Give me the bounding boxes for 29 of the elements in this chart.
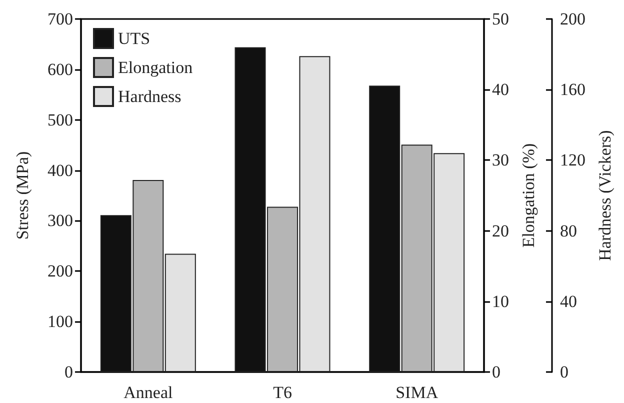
y2-tick-label: 50 xyxy=(492,10,509,28)
y2-tick-label: 40 xyxy=(492,80,509,100)
y3-tick-label: 200 xyxy=(560,10,586,28)
y3-tick-label: 80 xyxy=(560,221,577,240)
y2-tick-label: 30 xyxy=(492,150,509,170)
y3-tick-label: 120 xyxy=(560,150,586,170)
y2-tick-label: 0 xyxy=(492,362,500,382)
y-tick-label: 500 xyxy=(48,110,73,130)
y-tick-label: 0 xyxy=(64,362,73,382)
y3-tick-label: 40 xyxy=(560,292,577,311)
y-tick-label: 300 xyxy=(48,211,73,230)
y-tick-label: 200 xyxy=(48,262,73,281)
x-tick-label: Anneal xyxy=(124,383,173,402)
y2-tick-label: 20 xyxy=(492,221,509,240)
legend-label: UTS xyxy=(118,29,150,48)
y2-tick-label: 10 xyxy=(492,292,509,311)
y-axis-title: Stress (MPa) xyxy=(13,151,32,240)
y-tick-label: 700 xyxy=(48,10,73,28)
y-tick-label: 600 xyxy=(48,60,73,79)
y-tick-label: 100 xyxy=(48,312,73,332)
y3-tick-label: 0 xyxy=(560,362,568,382)
legend-label: Elongation xyxy=(118,58,194,77)
y3-tick-label: 160 xyxy=(560,80,586,100)
y-tick-label: 400 xyxy=(48,160,73,180)
x-tick-label: T6 xyxy=(273,383,292,402)
y3-axis-title: Hardness (Vickers) xyxy=(595,130,614,261)
x-tick-label: SIMA xyxy=(396,383,439,402)
y2-axis-title: Elongation (%) xyxy=(519,143,538,248)
legend-label: Hardness xyxy=(118,87,182,106)
